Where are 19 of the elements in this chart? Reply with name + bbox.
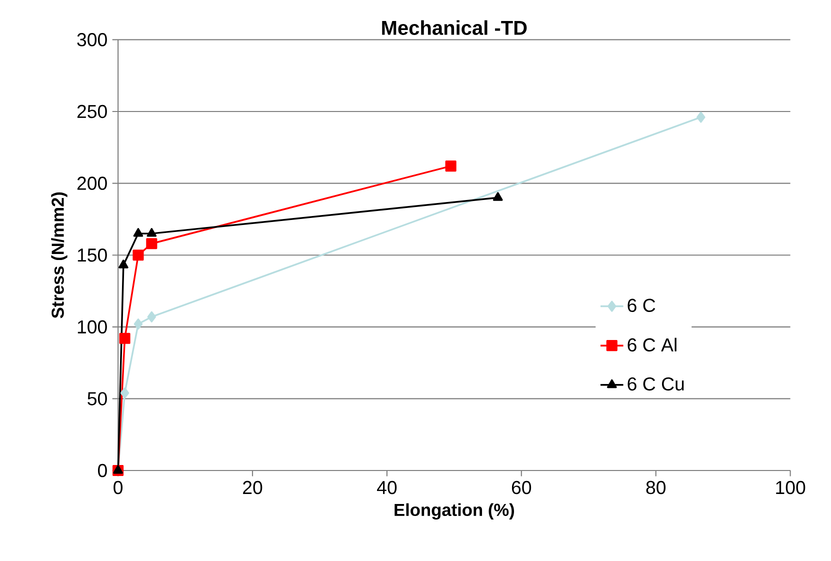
x-axis-title: Elongation (%) <box>394 503 514 520</box>
x-tick-label: 80 <box>646 480 666 494</box>
legend-label: 6 C Cu <box>628 377 684 390</box>
y-axis-title: Stress (N/mm2) <box>51 192 68 318</box>
y-tick-label: 150 <box>78 248 107 262</box>
y-tick-label: 300 <box>77 32 107 46</box>
x-tick-label: 100 <box>776 480 806 494</box>
x-tick-label: 0 <box>114 480 123 494</box>
legend-label: 6 C Al <box>628 338 676 352</box>
y-tick-label: 200 <box>77 176 107 190</box>
x-tick-label: 40 <box>376 480 397 494</box>
y-tick-label: 50 <box>88 392 107 406</box>
x-tick-label: 20 <box>243 480 262 494</box>
legend-label: 6 C <box>628 298 656 312</box>
y-tick-label: 100 <box>78 320 107 334</box>
x-tick-label: 60 <box>512 480 532 494</box>
chart-title: Mechanical -TD <box>382 20 527 35</box>
y-tick-label: 0 <box>98 464 107 478</box>
y-tick-label: 250 <box>77 104 107 118</box>
